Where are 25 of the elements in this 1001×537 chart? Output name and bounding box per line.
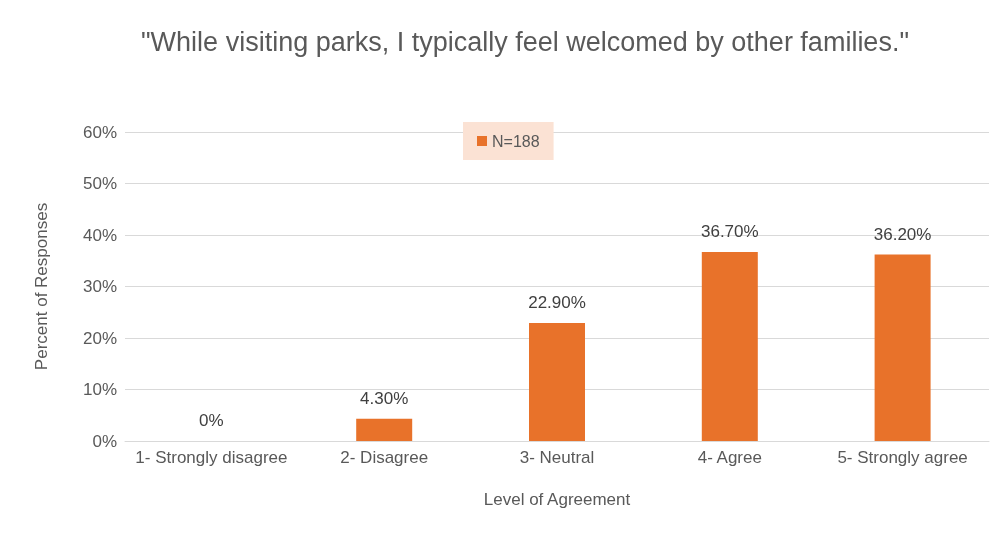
y-tick-label: 40% xyxy=(82,225,117,245)
bar xyxy=(874,254,931,441)
chart-title: "While visiting parks, I typically feel welcomed by other families." xyxy=(141,27,909,57)
y-tick-label: 0% xyxy=(92,431,117,451)
x-axis-title: Level of Agreement xyxy=(483,490,631,509)
bar xyxy=(529,323,585,441)
data-label: 22.90% xyxy=(528,293,586,313)
bar xyxy=(356,418,413,441)
y-tick-label: 50% xyxy=(82,174,117,193)
y-axis-title: Percent of Responses xyxy=(32,202,51,371)
x-tick-label: 2- Disagree xyxy=(340,448,429,467)
y-tick-label: 10% xyxy=(82,380,117,399)
y-tick-label: 30% xyxy=(82,277,117,296)
bar xyxy=(701,252,758,441)
x-tick-label: 3- Neutral xyxy=(519,448,595,467)
data-label: 4.30% xyxy=(360,388,409,408)
legend-label: N=188 xyxy=(492,132,540,150)
data-label: 36.70% xyxy=(700,221,759,241)
y-tick-label: 20% xyxy=(82,328,117,348)
x-tick-label: 1- Strongly disagree xyxy=(135,448,288,467)
x-tick-label: 5- Strongly agree xyxy=(837,448,968,467)
x-tick-label: 4- Agree xyxy=(697,448,762,467)
data-label: 36.20% xyxy=(873,224,932,244)
y-tick-label: 60% xyxy=(82,122,117,142)
data-label: 0% xyxy=(199,411,224,430)
